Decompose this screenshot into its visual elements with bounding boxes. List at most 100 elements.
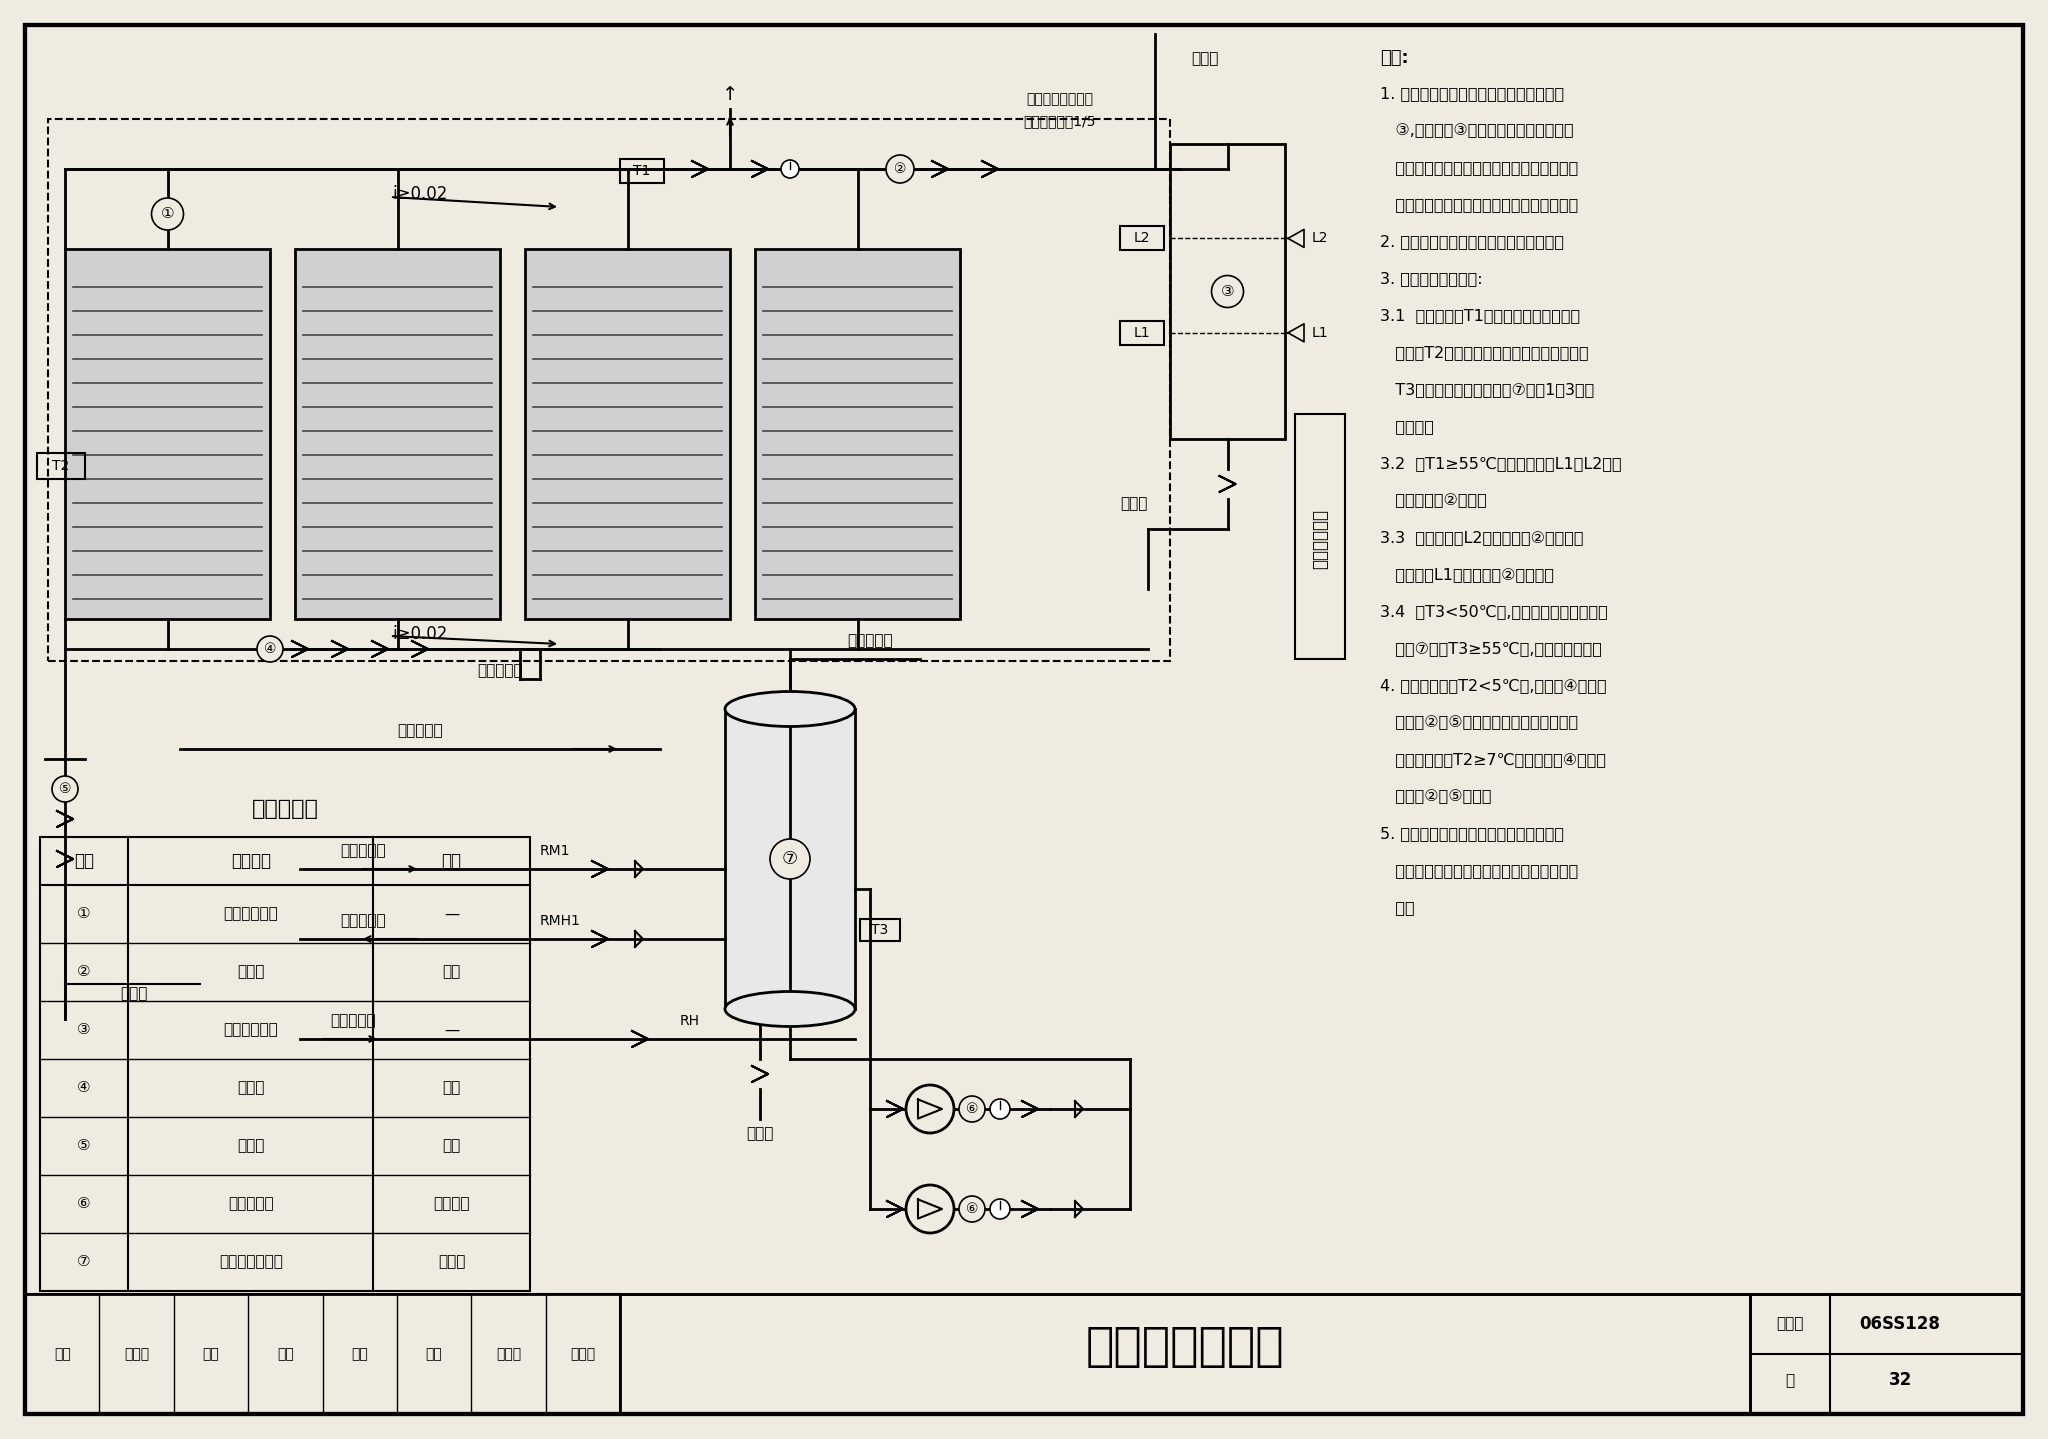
- Text: 备注: 备注: [442, 852, 461, 871]
- Circle shape: [958, 1097, 985, 1122]
- Text: 横排并联方式、设置热水加压泵的情况绘制: 横排并联方式、设置热水加压泵的情况绘制: [1380, 863, 1579, 878]
- Bar: [295, 249, 500, 619]
- Text: ①: ①: [160, 207, 174, 222]
- Circle shape: [256, 636, 283, 662]
- Bar: [47, 119, 1169, 661]
- Bar: [756, 249, 961, 619]
- Circle shape: [887, 155, 913, 183]
- Circle shape: [1212, 275, 1243, 308]
- Text: 32: 32: [1888, 1371, 1911, 1390]
- Text: 电磁阀②和⑤开启排空室外集热管路中的: 电磁阀②和⑤开启排空室外集热管路中的: [1380, 715, 1579, 730]
- Text: 点处，T2位于集热系统室外管路最低点处，: 点处，T2位于集热系统室外管路最低点处，: [1380, 345, 1589, 360]
- Text: 热水给水管: 热水给水管: [397, 724, 442, 738]
- Text: 直流系统原理图: 直流系统原理图: [1085, 1325, 1284, 1370]
- Text: 1. 本系统热水供应压力来自高位贮热水箱: 1. 本系统热水供应压力来自高位贮热水箱: [1380, 86, 1565, 101]
- Circle shape: [989, 1099, 1010, 1120]
- Text: 水压。当高位贮热水箱的设置高度高度不满: 水压。当高位贮热水箱的设置高度高度不满: [1380, 160, 1579, 176]
- Text: 页: 页: [1786, 1373, 1794, 1387]
- Text: ③: ③: [1221, 283, 1235, 299]
- Circle shape: [152, 199, 184, 230]
- Text: —: —: [444, 907, 459, 921]
- Text: RMH1: RMH1: [541, 914, 582, 928]
- Text: 3.1  温度传感器T1位于集热器组出口最高: 3.1 温度传感器T1位于集热器组出口最高: [1380, 308, 1581, 322]
- Text: 排污管: 排污管: [121, 987, 147, 1002]
- Bar: [41, 837, 530, 1291]
- Text: 审核: 审核: [53, 1347, 70, 1361]
- Text: ④: ④: [78, 1081, 90, 1095]
- Text: 排污管: 排污管: [745, 1127, 774, 1141]
- Text: L1: L1: [1135, 325, 1151, 340]
- Text: ①: ①: [78, 907, 90, 921]
- Circle shape: [770, 839, 811, 879]
- Bar: [1120, 226, 1163, 250]
- Bar: [621, 158, 664, 183]
- Text: RH: RH: [680, 1014, 700, 1027]
- Text: ⑤: ⑤: [59, 781, 72, 796]
- Text: 供热用: 供热用: [438, 1255, 465, 1269]
- Text: 一用一备: 一用一备: [434, 1196, 469, 1212]
- Text: 何涛: 何涛: [276, 1347, 293, 1361]
- Text: 3.3  当水位高于L2时，电磁阀②关闭；当: 3.3 当水位高于L2时，电磁阀②关闭；当: [1380, 530, 1583, 545]
- Text: 电磁阀②和⑤关闭。: 电磁阀②和⑤关闭。: [1380, 789, 1491, 804]
- Text: 高度处。: 高度处。: [1380, 419, 1434, 435]
- Text: ④: ④: [264, 642, 276, 656]
- Text: 高位贮热水箱: 高位贮热水箱: [223, 1023, 279, 1038]
- Text: ⑥: ⑥: [78, 1196, 90, 1212]
- Bar: [1749, 1294, 2023, 1415]
- Text: 热媒回水管: 热媒回水管: [340, 914, 385, 928]
- Text: 太阳能集热器: 太阳能集热器: [223, 907, 279, 921]
- Text: T3位于距容积式水加热器⑦底部1／3罐体: T3位于距容积式水加热器⑦底部1／3罐体: [1380, 381, 1593, 397]
- Circle shape: [958, 1196, 985, 1222]
- Text: ⑦: ⑦: [782, 850, 799, 868]
- Text: 3.4  当T3<50℃时,供给热媒给容积式水加: 3.4 当T3<50℃时,供给热媒给容积式水加: [1380, 604, 1608, 619]
- Text: 3.2  当T1≥55℃，且水位位于L1与L2之间: 3.2 当T1≥55℃，且水位位于L1与L2之间: [1380, 456, 1622, 471]
- Bar: [37, 453, 86, 479]
- Bar: [25, 1294, 621, 1415]
- Text: RM1: RM1: [541, 845, 571, 858]
- Text: 常闭: 常闭: [442, 964, 461, 980]
- Ellipse shape: [725, 692, 854, 727]
- Text: ⑤: ⑤: [78, 1138, 90, 1154]
- Text: 通大气: 通大气: [1192, 52, 1219, 66]
- Text: L2: L2: [1135, 232, 1151, 246]
- Text: i≥0.02: i≥0.02: [393, 186, 449, 203]
- Text: ↑: ↑: [721, 85, 737, 104]
- Text: 电磁阀: 电磁阀: [238, 964, 264, 980]
- Circle shape: [905, 1184, 954, 1233]
- Bar: [725, 709, 854, 1009]
- Text: 3. 定温放水控制原理:: 3. 定温放水控制原理:: [1380, 271, 1483, 286]
- Text: 校对: 校对: [203, 1347, 219, 1361]
- Text: 管顶需打孔，孔径: 管顶需打孔，孔径: [1026, 92, 1094, 106]
- Bar: [66, 249, 270, 619]
- Text: 电磁阀: 电磁阀: [238, 1081, 264, 1095]
- Text: 图集号: 图集号: [1776, 1317, 1804, 1331]
- Circle shape: [989, 1199, 1010, 1219]
- Text: ②: ②: [893, 163, 907, 176]
- Text: 热水加压泵: 热水加压泵: [227, 1196, 274, 1212]
- Text: 热水回水管: 热水回水管: [330, 1013, 375, 1029]
- Bar: [1169, 144, 1284, 439]
- Text: ⑦: ⑦: [78, 1255, 90, 1269]
- Bar: [860, 920, 899, 941]
- Text: 常开: 常开: [442, 1081, 461, 1095]
- Text: 说明:: 说明:: [1380, 49, 1409, 68]
- Circle shape: [780, 160, 799, 178]
- Text: ⑥: ⑥: [967, 1102, 979, 1117]
- Text: 06SS128: 06SS128: [1860, 1315, 1939, 1333]
- Text: 不小于管径的1/5: 不小于管径的1/5: [1024, 114, 1096, 128]
- Text: 编号: 编号: [74, 852, 94, 871]
- Text: 太阳能控制箱: 太阳能控制箱: [1311, 509, 1329, 568]
- Ellipse shape: [725, 991, 854, 1026]
- Text: 设备名称: 设备名称: [231, 852, 270, 871]
- Text: 时，电磁阀②开启。: 时，电磁阀②开启。: [1380, 494, 1487, 508]
- Text: L2: L2: [1313, 232, 1329, 246]
- Text: 水位低于L1时，电磁阀②也开启。: 水位低于L1时，电磁阀②也开启。: [1380, 567, 1554, 581]
- Text: ②: ②: [78, 964, 90, 980]
- Text: L1: L1: [1311, 325, 1329, 340]
- Text: 设计: 设计: [426, 1347, 442, 1361]
- Text: 主要设备表: 主要设备表: [252, 799, 317, 819]
- Text: 排污管: 排污管: [1120, 496, 1149, 511]
- Text: —: —: [444, 1023, 459, 1038]
- Text: 常闭: 常闭: [442, 1138, 461, 1154]
- Text: 何涛: 何涛: [352, 1347, 369, 1361]
